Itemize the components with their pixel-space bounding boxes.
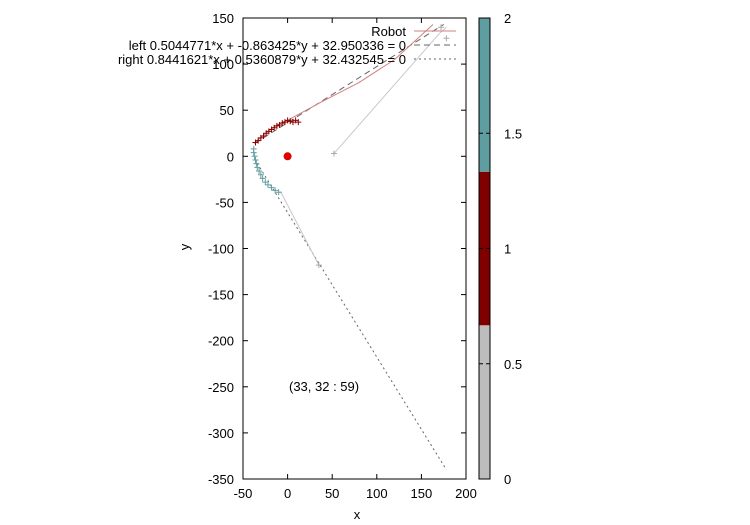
data-point-marker xyxy=(252,156,259,163)
colorbar: 0 0.5 1 1.5 2 xyxy=(478,11,522,487)
legend-entry-robot: Robot xyxy=(371,24,406,39)
data-point-marker xyxy=(260,133,267,140)
y-axis-label: y xyxy=(177,243,192,250)
gray-track-line xyxy=(333,26,447,154)
data-point-marker xyxy=(315,262,322,269)
data-point-marker xyxy=(438,24,445,31)
data-point-marker xyxy=(273,122,280,129)
legend-entry-left: left 0.5044771*x + -0.863425*y + 32.9503… xyxy=(129,38,406,53)
robot-position-marker xyxy=(283,152,292,161)
x-tick-label: 0 xyxy=(284,486,291,501)
y-tick-label: -250 xyxy=(208,380,234,395)
data-point-marker xyxy=(264,181,271,188)
colorbar-tick-label: 1.5 xyxy=(504,126,522,141)
y-tick-label: -350 xyxy=(208,472,234,487)
x-tick-label: 50 xyxy=(325,486,339,501)
data-point-marker xyxy=(253,160,260,167)
data-point-marker xyxy=(443,35,450,42)
y-tick-label: -150 xyxy=(208,288,234,303)
x-tick-label: 100 xyxy=(366,486,388,501)
colorbar-band xyxy=(479,18,490,172)
colorbar-tick-label: 1 xyxy=(504,242,511,257)
colorbar-band xyxy=(479,171,490,326)
x-tick-label: 200 xyxy=(455,486,477,501)
data-point-marker xyxy=(295,119,302,126)
data-point-marker xyxy=(275,189,282,196)
data-point-marker xyxy=(256,168,263,175)
y-tick-label: 100 xyxy=(212,57,234,72)
plot-frame xyxy=(242,17,467,480)
data-point-marker xyxy=(268,184,275,191)
y-tick-label: 0 xyxy=(227,149,234,164)
y-tick-label: -300 xyxy=(208,426,234,441)
data-point-marker xyxy=(259,175,266,182)
data-point-marker xyxy=(262,179,269,186)
data-point-marker xyxy=(279,120,286,127)
axis-layer: -50 0 50 100 150 200 150 100 50 0 -50 -100 -150 -200 -… xyxy=(208,11,477,501)
colorbar-tick-label: 2 xyxy=(504,11,511,26)
data-point-marker xyxy=(287,118,294,125)
y-tick-label: 50 xyxy=(220,103,234,118)
legend-entry-right: right 0.8441621*x + 0.5360879*y + 32.432… xyxy=(118,52,406,67)
data-point-marker xyxy=(251,153,258,160)
data-point-marker xyxy=(284,117,291,124)
data-layer xyxy=(250,24,450,471)
data-point-marker xyxy=(254,164,261,171)
y-tick-label: -50 xyxy=(215,195,234,210)
data-point-marker xyxy=(255,137,262,144)
data-point-marker xyxy=(330,150,337,157)
data-point-marker xyxy=(272,187,279,194)
left-boundary-line xyxy=(254,24,444,144)
x-axis-label: x xyxy=(354,507,361,522)
data-point-marker xyxy=(250,149,257,156)
colorbar-tick-label: 0 xyxy=(504,472,511,487)
right-boundary-line xyxy=(254,158,447,471)
y-tick-label: -100 xyxy=(208,242,234,257)
gray-track-lower-line xyxy=(280,191,320,266)
annotation-label: (33, 32 : 59) xyxy=(289,379,359,394)
y-tick-label: -200 xyxy=(208,334,234,349)
data-point-marker xyxy=(257,171,264,178)
y-tick-label: 150 xyxy=(212,11,234,26)
legend: Robot left 0.5044771*x + -0.863425*y + 3… xyxy=(118,24,456,67)
x-tick-label: 150 xyxy=(411,486,433,501)
x-tick-label: -50 xyxy=(234,486,253,501)
colorbar-band xyxy=(479,325,490,479)
colorbar-tick-label: 0.5 xyxy=(504,357,522,372)
